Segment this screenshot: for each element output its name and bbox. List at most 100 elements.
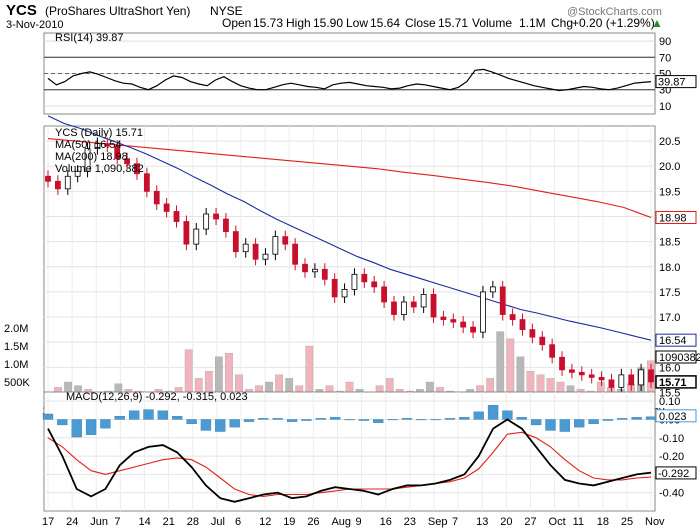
- macd-histogram-bar: [243, 419, 255, 422]
- candle-body: [638, 369, 645, 386]
- macd-x-tick-label: 11: [573, 516, 584, 528]
- macd-histogram-bar: [401, 418, 413, 420]
- macd-x-tick-label: 27: [524, 516, 536, 528]
- candle-body: [400, 301, 407, 315]
- macd-x-tick-label: 19: [283, 516, 295, 528]
- candle-body: [410, 301, 417, 308]
- high-value: 15.90: [313, 16, 343, 30]
- macd-histogram-bar: [358, 419, 370, 421]
- macd-histogram-bar: [286, 419, 298, 422]
- candle-body: [539, 336, 546, 346]
- candle-body: [124, 158, 130, 165]
- macd-histogram-bar: [200, 419, 212, 431]
- rsi-last-value: 39.87: [658, 77, 686, 89]
- price-tick-label: 16.0: [659, 362, 680, 374]
- macd-tick-label: -0.40: [659, 488, 684, 500]
- price-legend: YCS (Daily) 15.71: [55, 127, 143, 139]
- candle-body: [509, 314, 516, 320]
- candle-body: [64, 175, 71, 190]
- rsi-tick-label: 90: [659, 36, 671, 48]
- close-last-value-box: [655, 375, 697, 389]
- candle-body: [578, 371, 585, 376]
- chart-date: 3-Nov-2010: [6, 19, 63, 31]
- candle-body: [489, 286, 496, 293]
- candle-body: [242, 243, 249, 253]
- rsi-tick-label: 70: [659, 52, 671, 64]
- macd-x-tick-label: 28: [187, 516, 199, 528]
- chg-arrow-icon: ▲: [651, 16, 663, 30]
- macd-last-box: [655, 466, 697, 480]
- macd-histogram-bar: [487, 405, 499, 420]
- candle-body: [262, 253, 269, 260]
- volume-legend: Volume 1,090,382: [55, 163, 144, 175]
- volume-last-value: 1090382: [659, 352, 700, 364]
- candle-body: [559, 356, 565, 371]
- ma200-last-value-box: [655, 211, 697, 225]
- exchange: NYSE: [210, 4, 243, 18]
- candle-body: [569, 369, 575, 373]
- candle-body: [312, 268, 318, 273]
- candle-body: [272, 236, 279, 255]
- macd-histogram-bar: [42, 413, 54, 420]
- macd-histogram-bar: [272, 418, 283, 420]
- candle-body: [598, 376, 605, 381]
- macd-x-tick-label: 12: [259, 516, 271, 528]
- macd-x-tick-label: 17: [42, 516, 54, 528]
- macd-histogram-bar: [301, 419, 312, 421]
- candle-body: [183, 221, 190, 245]
- macd-histogram-bar: [516, 417, 527, 420]
- candle-body: [104, 143, 111, 147]
- candle-body: [292, 243, 299, 265]
- macd-histogram-bar: [459, 417, 470, 420]
- candle-body: [213, 213, 219, 220]
- close-label: Close: [405, 16, 436, 30]
- macd-x-tick-label: 13: [476, 516, 488, 528]
- ticker-symbol: YCS: [6, 2, 37, 19]
- candle-body: [648, 369, 654, 383]
- candle-body: [529, 329, 536, 338]
- candle-body: [232, 231, 239, 253]
- volume-last-value-box: [655, 350, 697, 364]
- macd-histogram-bar: [502, 410, 513, 420]
- rsi-line: [47, 68, 652, 92]
- candle-body: [173, 211, 180, 222]
- macd-x-tick-label: 14: [138, 516, 150, 528]
- macd-x-tick-label: Jul: [211, 516, 225, 528]
- candle-body: [74, 170, 81, 177]
- macd-histogram-bar: [186, 419, 197, 425]
- macd-histogram-bar: [645, 416, 657, 420]
- macd-histogram-bar: [444, 418, 456, 420]
- macd-tick-label: -0.20: [659, 451, 684, 463]
- price-tick-label: 15.5: [659, 387, 680, 399]
- candle-body: [470, 326, 476, 333]
- macd-x-tick-label: 7: [114, 516, 120, 528]
- price-panel: 15.516.016.517.017.518.018.519.019.520.0…: [4, 115, 700, 417]
- macd-histogram-bar: [574, 419, 585, 428]
- macd-x-tick-label: 26: [307, 516, 319, 528]
- candle-body: [223, 218, 229, 232]
- candle-body: [54, 180, 61, 190]
- volume-value: 1.1M: [519, 16, 546, 30]
- chg-value: +0.20 (+1.29%): [572, 16, 655, 30]
- macd-x-tick-label: 7: [452, 516, 458, 528]
- candle-body: [440, 316, 447, 320]
- candle-body: [588, 374, 595, 378]
- macd-x-tick-label: Sep: [428, 516, 448, 528]
- ma50-last-value-box: [655, 333, 697, 347]
- macd-x-tick-label: 24: [66, 516, 78, 528]
- volume-bar: [496, 331, 505, 401]
- candle-body: [143, 173, 150, 192]
- volume-tick-label: 1.5M: [4, 341, 28, 353]
- macd-histogram-bar: [315, 418, 326, 420]
- candle-body: [351, 273, 358, 290]
- candle-body: [302, 263, 308, 273]
- volume-tick-label: 1.0M: [4, 359, 28, 371]
- price-tick-label: 19.5: [659, 186, 680, 198]
- macd-x-tick-label: 23: [404, 516, 416, 528]
- macd-x-tick-label: Nov: [645, 516, 665, 528]
- macd-histogram-bar: [530, 419, 542, 426]
- candle-body: [114, 145, 121, 160]
- macd-histogram-bar: [329, 417, 341, 420]
